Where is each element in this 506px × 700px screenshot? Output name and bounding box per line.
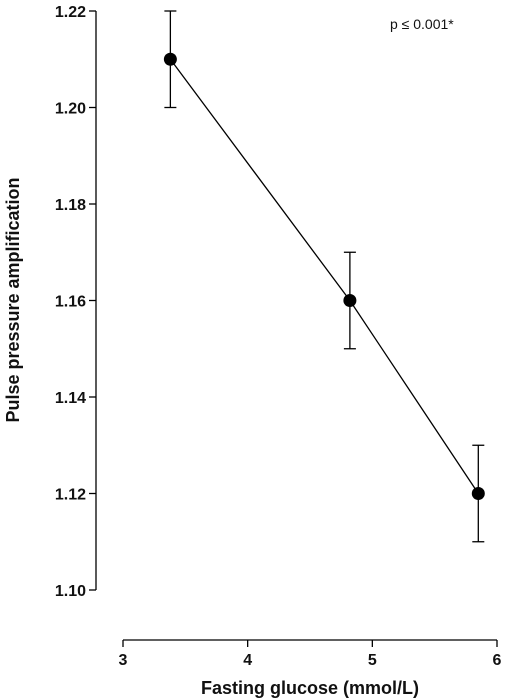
- y-axis-title: Pulse pressure amplification: [3, 177, 23, 422]
- data-series: [163, 10, 485, 543]
- data-point: [343, 294, 357, 307]
- y-tick-label: 1.10: [55, 583, 86, 600]
- y-tick-label: 1.12: [55, 487, 86, 504]
- y-tick-label: 1.22: [55, 4, 86, 21]
- x-axis-title: Fasting glucose (mmol/L): [201, 678, 419, 698]
- x-axis: 3 4 5 6: [119, 639, 502, 669]
- data-point: [163, 52, 177, 66]
- x-tick-label: 4: [243, 652, 252, 669]
- x-tick-label: 3: [119, 652, 128, 669]
- y-tick-label: 1.16: [55, 294, 86, 311]
- series-line: [169, 58, 479, 494]
- y-axis: 1.10 1.12 1.14 1.16 1.18 1.20 1.22: [55, 4, 97, 600]
- y-tick-label: 1.18: [55, 197, 86, 214]
- p-value-annotation: p ≤ 0.001*: [390, 16, 454, 32]
- x-tick-label: 5: [368, 652, 377, 669]
- data-point: [471, 487, 485, 500]
- y-tick-label: 1.20: [55, 101, 86, 118]
- x-tick-label: 6: [493, 652, 502, 669]
- y-tick-label: 1.14: [55, 390, 86, 407]
